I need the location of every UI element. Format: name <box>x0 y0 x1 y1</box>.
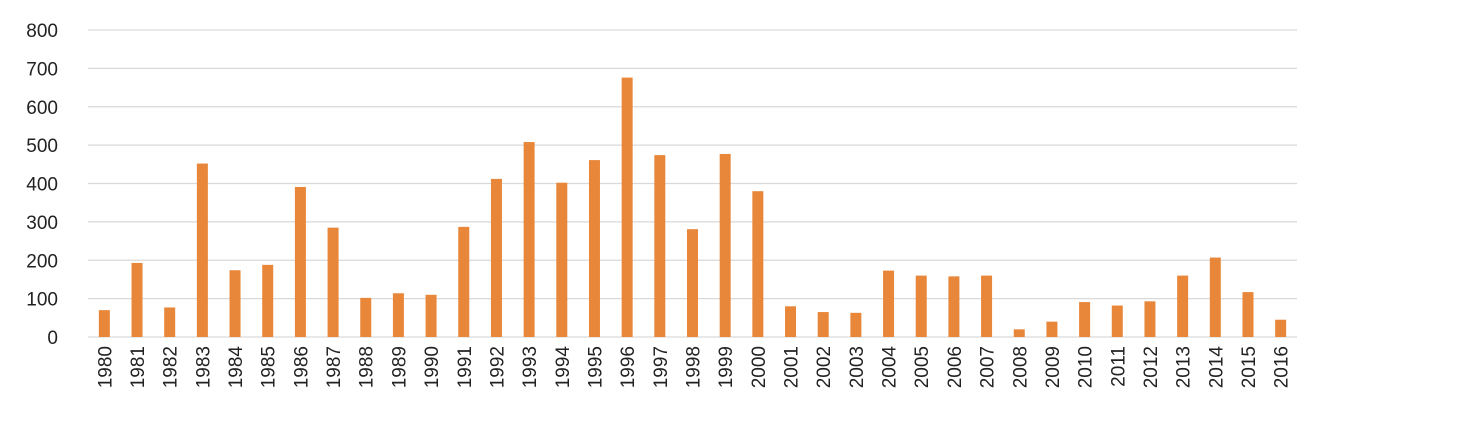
x-tick-label: 1996 <box>618 346 639 388</box>
y-tick-label: 300 <box>26 213 58 234</box>
bar-1983 <box>196 163 208 337</box>
x-tick-label: 2012 <box>1141 346 1162 388</box>
x-tick-label: 1998 <box>684 346 705 388</box>
y-tick-label: 200 <box>26 251 58 272</box>
y-tick-label: 500 <box>26 136 58 157</box>
x-tick-label: 2014 <box>1206 346 1227 389</box>
x-tick-label: 2007 <box>978 346 999 388</box>
bar-2006 <box>948 276 960 337</box>
bar-1984 <box>229 270 241 337</box>
x-tick-label: 2016 <box>1272 346 1293 388</box>
x-tick-label: 1991 <box>455 346 476 388</box>
x-tick-label: 1990 <box>422 346 443 388</box>
bar-2010 <box>1079 302 1091 337</box>
y-tick-label: 600 <box>26 98 58 119</box>
bar-1992 <box>490 178 502 337</box>
x-tick-label: 2001 <box>782 346 803 388</box>
y-tick-label: 800 <box>26 21 58 42</box>
bar-2001 <box>785 306 797 337</box>
bar-1981 <box>131 262 143 337</box>
x-tick-label: 2006 <box>945 346 966 388</box>
bar-1996 <box>621 77 633 338</box>
x-tick-label: 1986 <box>291 346 312 388</box>
x-tick-label: 1988 <box>357 346 378 388</box>
x-tick-label: 1987 <box>324 346 345 388</box>
y-axis: 0 100 200 300 400 500 600 700 800 <box>26 21 58 349</box>
bar-1994 <box>556 182 568 337</box>
y-tick-label: 700 <box>26 59 58 80</box>
bar-1985 <box>262 264 274 337</box>
x-tick-label: 2008 <box>1010 346 1031 388</box>
bar-2007 <box>981 275 993 337</box>
bars <box>98 77 1287 338</box>
x-tick-label: 2000 <box>749 346 770 388</box>
bar-2008 <box>1013 329 1025 337</box>
x-tick-label: 1981 <box>128 346 149 388</box>
x-tick-label: 1994 <box>553 346 574 389</box>
bar-2012 <box>1144 301 1156 337</box>
x-tick-label: 2002 <box>814 346 835 388</box>
x-tick-label: 2010 <box>1076 346 1097 388</box>
bar-2015 <box>1242 292 1254 337</box>
bar-1987 <box>327 227 339 337</box>
x-tick-label: 2003 <box>847 346 868 388</box>
bar-2000 <box>752 191 764 337</box>
x-tick-label: 2011 <box>1108 346 1129 387</box>
x-tick-label: 1997 <box>651 346 672 388</box>
y-tick-label: 0 <box>47 328 58 349</box>
bar-2009 <box>1046 321 1058 337</box>
bar-1997 <box>654 155 666 337</box>
x-tick-label: 1992 <box>487 346 508 388</box>
x-tick-label: 2004 <box>880 346 901 389</box>
bar-1980 <box>98 310 110 337</box>
x-tick-label: 1985 <box>259 346 280 388</box>
bar-2014 <box>1209 257 1221 337</box>
bar-1990 <box>425 294 437 337</box>
x-tick-label: 1999 <box>716 346 737 388</box>
bar-1998 <box>687 229 698 337</box>
bar-2016 <box>1275 319 1287 337</box>
x-tick-label: 1989 <box>389 346 410 388</box>
bar-1999 <box>719 153 731 337</box>
x-tick-label: 2009 <box>1043 346 1064 388</box>
x-tick-label: 2015 <box>1239 346 1260 388</box>
x-tick-label: 1984 <box>226 346 247 389</box>
bar-1995 <box>588 160 600 337</box>
bar-2013 <box>1177 275 1189 337</box>
bar-2002 <box>817 312 829 337</box>
y-tick-label: 400 <box>26 175 58 196</box>
bar-1988 <box>360 297 372 337</box>
x-tick-label: 1983 <box>193 346 214 388</box>
x-tick-label: 1995 <box>585 346 606 388</box>
bar-1989 <box>392 293 404 337</box>
bar-2003 <box>850 312 862 337</box>
bar-2011 <box>1111 305 1123 337</box>
x-tick-label: 1982 <box>161 346 182 388</box>
x-tick-label: 2005 <box>912 346 933 388</box>
bar-2005 <box>915 275 927 337</box>
x-tick-label: 2013 <box>1174 346 1195 388</box>
y-tick-label: 100 <box>26 290 58 311</box>
bar-1986 <box>294 186 306 337</box>
bar-1982 <box>164 307 176 337</box>
x-axis: 1980 1981 1982 1983 1984 1985 1986 1987 1988 1989… <box>95 346 1292 389</box>
x-tick-label: 1993 <box>520 346 541 388</box>
gridlines <box>88 29 1297 338</box>
x-tick-label: 1980 <box>95 346 116 388</box>
bar-1993 <box>523 142 535 337</box>
bar-2004 <box>883 270 895 337</box>
bar-1991 <box>458 226 470 337</box>
